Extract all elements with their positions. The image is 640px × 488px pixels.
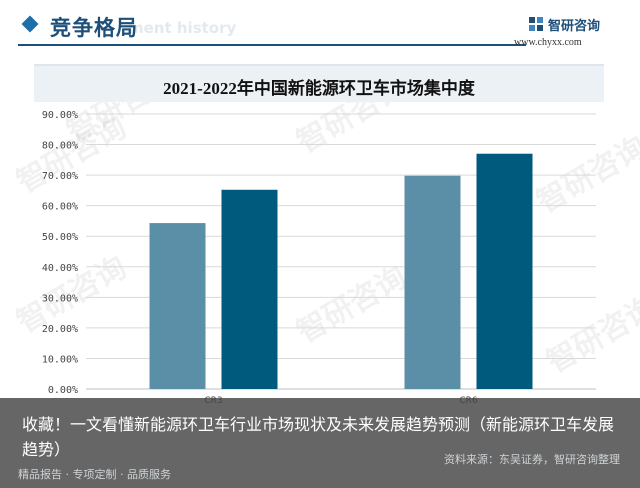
bar-chart: 0.00% 10.00% 20.00% 30.00% 40.00% 50.00% 60.00… (42, 110, 596, 404)
page-title: 竞争格局 (50, 16, 138, 40)
y-tick-label: 60.00% (42, 202, 78, 213)
footer-tags: 精品报告 · 专项定制 · 品质服务 (18, 468, 171, 481)
bar (149, 223, 206, 389)
chart-title: 2021-2022年中国新能源环卫车市场集中度 (163, 79, 475, 98)
header-watermark-text: ment history (128, 19, 237, 37)
y-tick-label: 10.00% (42, 354, 78, 365)
brand-logo-icon (529, 17, 543, 31)
y-tick-label: 40.00% (42, 263, 78, 274)
caption-overlay: 收藏！一文看懂新能源环卫车行业市场现状及未来发展趋势预测（新能源环卫车发展趋势） (0, 398, 640, 488)
y-tick-label: 90.00% (42, 110, 78, 121)
brand-name: 智研咨询 (548, 19, 601, 34)
y-tick-label: 70.00% (42, 171, 78, 182)
source-note: 资料来源：东吴证券，智研咨询整理 (444, 453, 620, 466)
bar (221, 189, 278, 389)
caption-text: 收藏！一文看懂新能源环卫车行业市场现状及未来发展趋势预测（新能源环卫车发展趋势） (22, 415, 615, 459)
page-header: ment history 竞争格局 智研咨询 www.chyxx.com (0, 0, 640, 52)
brand-url: www.chyxx.com (514, 37, 582, 48)
bar (404, 175, 461, 389)
section-diamond-icon (21, 15, 39, 33)
brand-logo-block: 智研咨询 www.chyxx.com (514, 14, 618, 50)
bar (476, 153, 533, 389)
y-tick-label: 50.00% (42, 232, 78, 243)
y-tick-label: 80.00% (42, 141, 78, 152)
chart-title-bar: 2021-2022年中国新能源环卫车市场集中度 (34, 64, 604, 102)
y-tick-label: 20.00% (42, 324, 78, 335)
y-tick-label: 0.00% (48, 385, 78, 396)
header-divider (18, 44, 526, 46)
y-tick-label: 30.00% (42, 293, 78, 304)
